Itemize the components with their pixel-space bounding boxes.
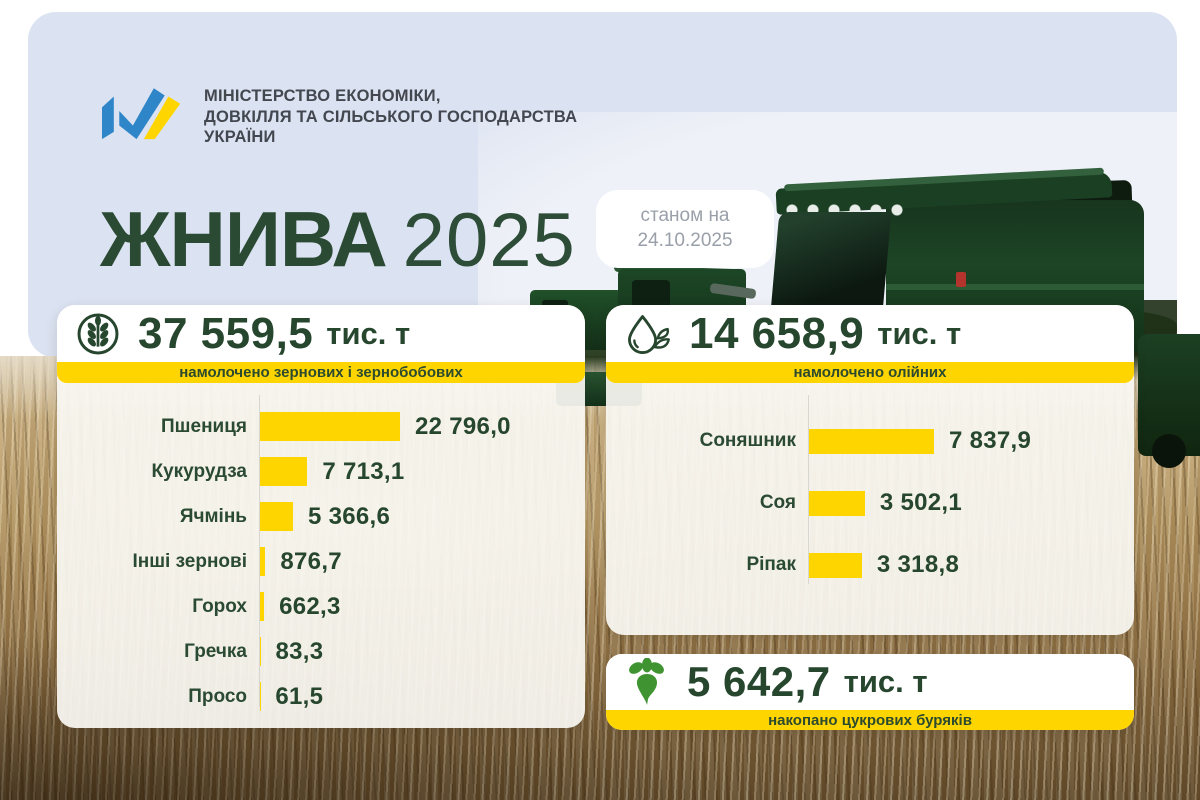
chart-axis-line (259, 395, 260, 707)
bar-category-label: Просо (188, 685, 247, 707)
bar-row: Соя 3 502,1 (606, 472, 1134, 534)
bar (260, 592, 265, 621)
ministry-name-line: ДОВКІЛЛЯ ТА СІЛЬСЬКОГО ГОСПОДАРСТВА (204, 107, 578, 126)
ministry-logo (102, 88, 181, 140)
bar-category-label: Інші зернові (132, 550, 247, 572)
bar-zone: 83,3 (260, 629, 323, 674)
bar-category-label: Ячмінь (179, 505, 247, 527)
ministry-name-line: УКРАЇНИ (204, 128, 276, 146)
oilseed-stat-card: 14 658,9 тис. т намолочено олійних Соняш… (606, 305, 1134, 635)
bar-zone: 3 502,1 (809, 472, 962, 534)
sugar-beet-stat-card: 5 642,7 тис. т накопано цукрових буряків (606, 654, 1134, 730)
bar-row: Кукурудза 7 713,1 (57, 449, 585, 494)
date-badge: станом на 24.10.2025 (596, 190, 774, 268)
grain-bar-chart: Пшениця 22 796,0 Кукурудза 7 713,1 Ячмінь 5 3… (57, 383, 585, 719)
bar-row: Горох 662,3 (57, 584, 585, 629)
bar-category-label: Соняшник (699, 430, 796, 451)
bar-value: 61,5 (275, 682, 324, 710)
bar-zone: 7 713,1 (260, 449, 405, 494)
bar-row: Гречка 83,3 (57, 629, 585, 674)
bar-row: Пшениця 22 796,0 (57, 404, 585, 449)
grain-total-value: 37 559,5 (138, 308, 314, 358)
bar (809, 428, 934, 454)
combine-red-detail (956, 272, 966, 287)
bar (260, 457, 308, 486)
bar-zone: 61,5 (260, 674, 323, 719)
title-word: ЖНИВА (100, 195, 388, 283)
oilseed-bar-chart: Соняшник 7 837,9 Соя 3 502,1 Ріпак 3 318,8 (606, 383, 1134, 596)
bar-row: Просо 61,5 (57, 674, 585, 719)
bar-category-label: Горох (192, 595, 247, 617)
bar-zone: 22 796,0 (260, 404, 511, 449)
ministry-name: МІНІСТЕРСТВО ЕКОНОМІКИ, ДОВКІЛЛЯ ТА СІЛЬ… (204, 86, 577, 148)
bar-zone: 7 837,9 (809, 410, 1031, 472)
chart-axis-line (808, 395, 809, 584)
ministry-name-line: МІНІСТЕРСТВО ЕКОНОМІКИ, (204, 87, 441, 105)
bar-zone: 3 318,8 (809, 534, 959, 596)
bar (260, 637, 261, 666)
page-title: ЖНИВА 2025 (100, 198, 576, 303)
oilseed-total-unit: тис. т (877, 315, 962, 351)
grain-stat-card: 37 559,5 тис. т намолочено зернових і зе… (57, 305, 585, 728)
bar (260, 547, 266, 576)
sugar-beet-card-header: 5 642,7 тис. т (606, 654, 1134, 710)
bar-category-label: Кукурудза (151, 460, 248, 482)
grain-caption-band: намолочено зернових і зернобобових (57, 362, 585, 383)
bar-value: 83,3 (275, 637, 324, 665)
bar-row: Ріпак 3 318,8 (606, 534, 1134, 596)
sugar-beet-icon (624, 658, 670, 706)
bar-category-label: Ріпак (746, 554, 796, 575)
title-year: 2025 (402, 198, 576, 283)
ministry-logo-block: МІНІСТЕРСТВО ЕКОНОМІКИ, ДОВКІЛЛЯ ТА СІЛЬ… (102, 80, 577, 148)
bar-value: 7 713,1 (322, 457, 405, 485)
bar-value: 7 837,9 (949, 427, 1032, 454)
bar-category-label: Соя (759, 492, 796, 513)
bar-zone: 876,7 (260, 539, 342, 584)
bar-zone: 662,3 (260, 584, 341, 629)
combine-stripe (886, 284, 1144, 290)
bar-row: Ячмінь 5 366,6 (57, 494, 585, 539)
bar (809, 552, 862, 578)
bar (260, 502, 293, 531)
date-badge-line: станом на (640, 205, 730, 226)
date-badge-line: 24.10.2025 (637, 230, 733, 251)
bar-row: Інші зернові 876,7 (57, 539, 585, 584)
wheat-ear-icon (75, 311, 121, 357)
oil-droplet-leaf-icon (624, 312, 672, 356)
grain-cart-wheel (1152, 434, 1186, 468)
bar-category-label: Гречка (184, 640, 247, 662)
bar-value: 876,7 (280, 547, 342, 575)
grain-total-unit: тис. т (326, 315, 411, 351)
sugar-beet-total-value: 5 642,7 (687, 658, 831, 705)
bar-value: 3 502,1 (879, 489, 963, 516)
bar (809, 490, 865, 516)
sugar-beet-caption-band: накопано цукрових буряків (606, 710, 1134, 730)
bar-value: 5 366,6 (307, 502, 391, 530)
bar (260, 412, 400, 441)
oilseed-card-header: 14 658,9 тис. т (606, 305, 1134, 362)
oilseed-caption-band: намолочено олійних (606, 362, 1134, 383)
bar-zone: 5 366,6 (260, 494, 390, 539)
bar-row: Соняшник 7 837,9 (606, 410, 1134, 472)
bar-value: 22 796,0 (415, 412, 511, 440)
grain-card-header: 37 559,5 тис. т (57, 305, 585, 362)
bar-value: 662,3 (279, 592, 341, 620)
oilseed-total-value: 14 658,9 (689, 308, 865, 358)
sugar-beet-total-unit: тис. т (843, 664, 928, 699)
bar-category-label: Пшениця (161, 415, 247, 437)
bar-value: 3 318,8 (876, 551, 960, 578)
